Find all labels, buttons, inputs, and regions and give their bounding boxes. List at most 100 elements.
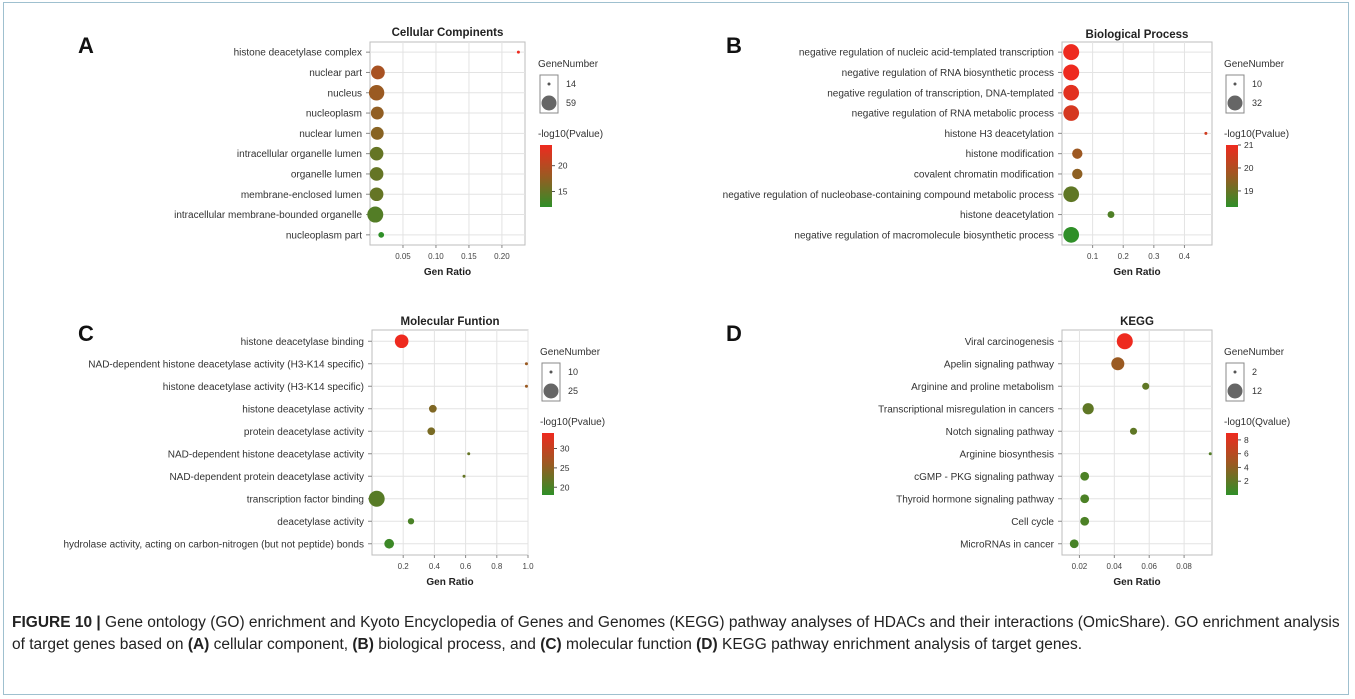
data-point: [524, 384, 528, 388]
x-tick-label: 0.4: [1179, 252, 1191, 261]
caption-text: Gene ontology (GO) enrichment and Kyoto …: [12, 614, 1340, 653]
size-legend-label: 12: [1252, 386, 1262, 396]
y-tick-label: histone deacetylase activity: [242, 404, 364, 415]
data-point: [1111, 357, 1125, 371]
size-legend-large: [1227, 95, 1243, 111]
color-tick-label: 21: [1244, 140, 1254, 150]
data-point: [1080, 471, 1090, 481]
y-tick-label: hydrolase activity, acting on carbon-nit…: [63, 539, 364, 550]
data-point: [1116, 333, 1133, 350]
x-tick-label: 0.20: [494, 252, 510, 261]
y-tick-label: cGMP - PKG signaling pathway: [914, 472, 1054, 483]
data-point: [1072, 148, 1083, 159]
y-tick-label: histone modification: [966, 149, 1054, 160]
color-tick-label: 25: [560, 463, 570, 473]
data-point: [1069, 539, 1079, 549]
color-legend-bar: [542, 433, 554, 495]
color-legend-title: -log10(Pvalue): [540, 417, 605, 428]
color-legend-title: -log10(Pvalue): [1224, 129, 1289, 140]
data-point: [1129, 427, 1138, 435]
y-tick-label: negative regulation of RNA metabolic pro…: [852, 109, 1054, 120]
size-legend-title: GeneNumber: [540, 347, 601, 358]
chart-title: Molecular Funtion: [400, 316, 499, 328]
data-point: [369, 187, 384, 202]
color-tick-label: 8: [1244, 435, 1249, 445]
size-legend-label: 10: [1252, 79, 1262, 89]
y-tick-label: negative regulation of nucleobase-contai…: [723, 190, 1054, 201]
figure-canvas: A Cellular Compinents 0.05 0.10 0.15 0.20 Gen …: [63, 27, 1290, 588]
panel-d: D KEGG 0.02 0.04 0.06 0.08 Gen Ratio Viral carc…: [726, 316, 1290, 588]
data-point: [1142, 382, 1150, 390]
y-tick-label: histone deacetylase activity (H3-K14 spe…: [163, 382, 364, 393]
size-legend-label: 59: [566, 98, 576, 108]
data-point: [369, 167, 384, 181]
data-point: [369, 146, 384, 161]
size-legend-large: [541, 95, 557, 111]
panel-letter: C: [78, 321, 94, 346]
figure-frame: [3, 2, 1349, 695]
data-point: [524, 362, 528, 366]
panel-letter: D: [726, 321, 742, 346]
size-legend-small: [1233, 370, 1237, 374]
plot-area: [1061, 329, 1213, 556]
y-tick-label: Thyroid hormone signaling pathway: [896, 494, 1054, 505]
x-tick-label: 0.2: [1118, 252, 1130, 261]
x-tick-label: 0.10: [428, 252, 444, 261]
x-tick-label: 0.02: [1072, 562, 1088, 571]
color-legend-title: -log10(Pvalue): [538, 129, 603, 140]
y-tick-label: intracellular membrane-bounded organelle: [174, 210, 362, 221]
x-tick-label: 0.8: [491, 562, 503, 571]
color-legend-bar: [540, 145, 552, 207]
x-tick-label: 0.3: [1148, 252, 1160, 261]
panel-a: A Cellular Compinents 0.05 0.10 0.15 0.20 Gen …: [78, 27, 603, 278]
color-tick-label: 6: [1244, 449, 1249, 459]
x-axis-label: Gen Ratio: [1113, 267, 1160, 278]
y-tick-label: nucleus: [328, 88, 362, 99]
x-tick-label: 0.4: [429, 562, 441, 571]
panel-letter: B: [726, 33, 742, 58]
size-legend-label: 14: [566, 79, 576, 89]
plot-area: [371, 329, 529, 556]
caption-label: FIGURE 10 |: [12, 614, 101, 631]
data-point: [1208, 452, 1212, 456]
y-tick-label: deacetylase activity: [277, 517, 364, 528]
chart-title: Biological Process: [1086, 29, 1189, 41]
data-point: [368, 85, 385, 101]
data-point: [516, 50, 520, 54]
color-tick-label: 30: [560, 444, 570, 454]
data-point: [1080, 516, 1090, 526]
x-tick-label: 0.05: [395, 252, 411, 261]
caption-segment: KEGG pathway enrichment analysis of targ…: [717, 636, 1083, 653]
color-tick-label: 20: [558, 161, 568, 171]
x-tick-label: 0.6: [460, 562, 472, 571]
data-point: [394, 334, 409, 349]
y-tick-label: Transcriptional misregulation in cancers: [878, 404, 1054, 415]
caption-panel-ref: (A): [187, 636, 210, 653]
y-tick-label: Cell cycle: [1011, 517, 1054, 528]
y-tick-label: MicroRNAs in cancer: [960, 539, 1055, 550]
data-point: [371, 65, 385, 80]
data-point: [1072, 168, 1083, 180]
caption-segment: molecular function: [561, 636, 697, 653]
figure-caption: FIGURE 10 | Gene ontology (GO) enrichmen…: [12, 612, 1342, 656]
y-tick-label: NAD-dependent histone deacetylase activi…: [88, 359, 364, 370]
y-tick-label: negative regulation of nucleic acid-temp…: [799, 48, 1054, 59]
x-tick-label: 0.1: [1087, 252, 1099, 261]
x-tick-label: 0.2: [398, 562, 410, 571]
caption-panel-ref: (C): [540, 636, 562, 653]
data-point: [467, 452, 471, 456]
panel-letter: A: [78, 33, 94, 58]
y-tick-label: nucleoplasm part: [286, 230, 362, 241]
y-tick-label: negative regulation of transcription, DN…: [827, 88, 1054, 99]
y-tick-label: membrane-enclosed lumen: [241, 190, 362, 201]
size-legend-label: 25: [568, 386, 578, 396]
caption-segment: Gene ontology (GO) enrichment and Kyoto …: [12, 614, 1340, 653]
chart-title: Cellular Compinents: [392, 27, 504, 39]
y-tick-label: transcription factor binding: [247, 494, 364, 505]
caption-segment: cellular component,: [209, 636, 353, 653]
data-point: [1063, 186, 1080, 203]
panel-c: C Molecular Funtion 0.2 0.4 0.6 0.8 1.0 Gen Rat…: [63, 316, 605, 588]
data-point: [1080, 494, 1090, 504]
plot-area: [1061, 41, 1213, 246]
data-point: [407, 518, 415, 525]
